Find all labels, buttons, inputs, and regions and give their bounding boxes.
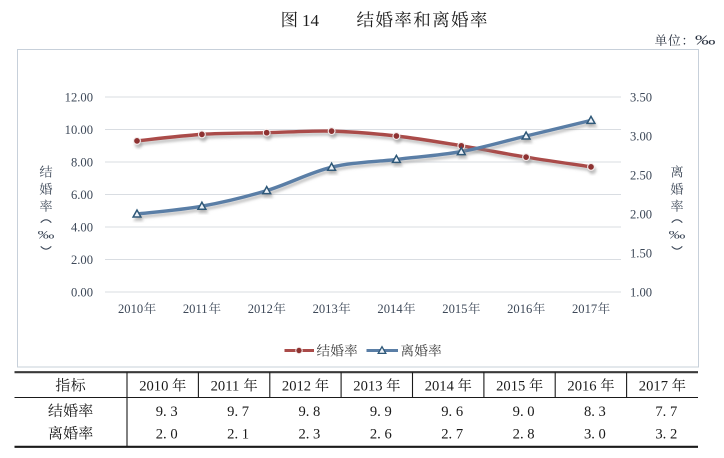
svg-text:9. 0: 9. 0 [513, 404, 535, 420]
svg-text:1.00: 1.00 [630, 286, 652, 300]
svg-text:2. 0: 2. 0 [156, 427, 178, 443]
svg-text:1.50: 1.50 [630, 247, 652, 261]
svg-text:0.00: 0.00 [71, 286, 93, 300]
svg-text:2. 6: 2. 6 [370, 427, 392, 443]
svg-text:2011: 2011 [211, 379, 240, 395]
svg-text:2. 3: 2. 3 [298, 427, 320, 443]
svg-text:2010: 2010 [139, 379, 168, 395]
svg-text:12.00: 12.00 [65, 91, 93, 105]
svg-text:2.00: 2.00 [630, 208, 652, 222]
svg-text:2. 8: 2. 8 [513, 427, 535, 443]
svg-text:8. 3: 8. 3 [584, 404, 606, 420]
svg-text:2016: 2016 [567, 379, 596, 395]
svg-text:2012: 2012 [248, 302, 273, 316]
svg-text:3. 2: 3. 2 [655, 427, 677, 443]
svg-text:8.00: 8.00 [71, 156, 93, 170]
svg-text:9. 7: 9. 7 [227, 404, 249, 420]
svg-text:2.00: 2.00 [71, 253, 93, 267]
svg-text:2012: 2012 [282, 379, 311, 395]
svg-text:2.50: 2.50 [630, 169, 652, 183]
svg-text:9. 8: 9. 8 [298, 404, 320, 420]
svg-text:4.00: 4.00 [71, 221, 93, 235]
svg-text:2013: 2013 [313, 302, 338, 316]
svg-text:‰: ‰ [38, 229, 55, 242]
svg-text:10.00: 10.00 [65, 123, 93, 137]
svg-text:2011: 2011 [183, 302, 208, 316]
svg-text:3.50: 3.50 [630, 91, 652, 105]
svg-text:2. 1: 2. 1 [227, 427, 249, 443]
svg-text:7. 7: 7. 7 [655, 404, 677, 420]
svg-text:2017: 2017 [572, 302, 597, 316]
svg-text:2. 7: 2. 7 [441, 427, 463, 443]
svg-text:9. 9: 9. 9 [370, 404, 392, 420]
svg-text:2015: 2015 [442, 302, 467, 316]
svg-text:9. 3: 9. 3 [156, 404, 178, 420]
svg-text:2010: 2010 [118, 302, 143, 316]
svg-text:2016: 2016 [507, 302, 532, 316]
svg-text:2014: 2014 [377, 302, 403, 316]
svg-text:6.00: 6.00 [71, 188, 93, 202]
svg-text:2013: 2013 [353, 379, 382, 395]
svg-text:‰: ‰ [669, 229, 686, 242]
svg-text:14: 14 [302, 11, 320, 30]
svg-text:9. 6: 9. 6 [441, 404, 463, 420]
svg-text:2015: 2015 [496, 379, 525, 395]
svg-text:2014: 2014 [425, 379, 455, 395]
svg-text:3. 0: 3. 0 [584, 427, 606, 443]
svg-text:2017: 2017 [639, 379, 668, 395]
svg-text:3.00: 3.00 [630, 130, 652, 144]
svg-text:‰: ‰ [695, 33, 715, 48]
